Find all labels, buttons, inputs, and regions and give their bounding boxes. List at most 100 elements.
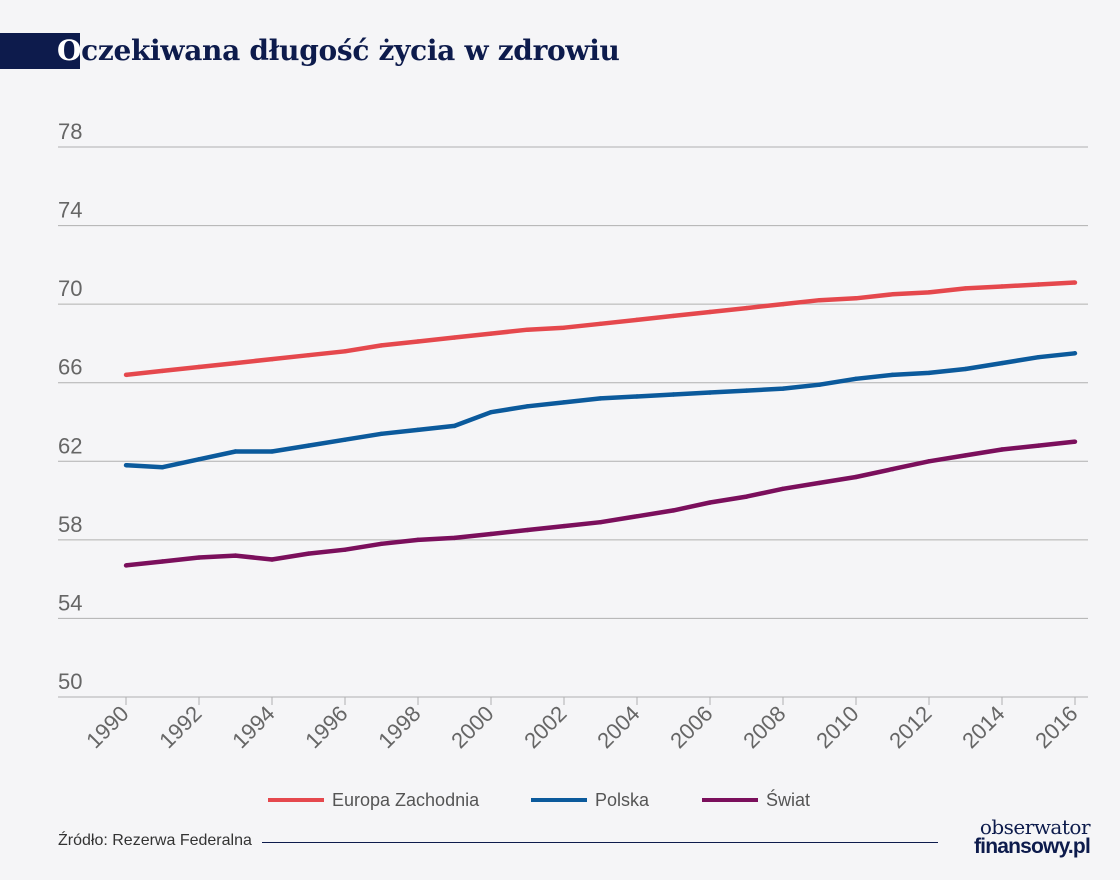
- data-point-polska-2011: [890, 372, 895, 378]
- data-point--wiat-1995: [306, 551, 311, 556]
- y-tick-label-54: 54: [58, 590, 82, 615]
- data-point--wiat-2004: [634, 514, 640, 519]
- data-point--wiat-2001: [525, 527, 530, 533]
- title-first-letter: O: [57, 34, 82, 67]
- data-point-polska-2013: [963, 366, 968, 372]
- legend-label-polska: Polska: [595, 789, 650, 810]
- data-point-europa-zachodnia-2014: [999, 284, 1005, 289]
- data-point--wiat-1997: [379, 541, 384, 546]
- data-point--wiat-2006: [707, 500, 713, 505]
- data-point-europa-zachodnia-2004: [634, 317, 640, 323]
- legend-item-swiat: Świat: [702, 789, 810, 811]
- title-accent-bar: [0, 33, 80, 69]
- x-tick-label-2000: 2000: [446, 701, 498, 753]
- data-point-europa-zachodnia-2009: [817, 298, 822, 303]
- y-tick-label-74: 74: [58, 198, 82, 223]
- data-point--wiat-2015: [1036, 443, 1041, 448]
- x-tick-label-2004: 2004: [592, 701, 644, 753]
- data-point-europa-zachodnia-1999: [452, 335, 457, 340]
- x-tick-label-2016: 2016: [1030, 701, 1082, 753]
- legend-item-europa: Europa Zachodnia: [268, 789, 479, 811]
- data-point-polska-1996: [342, 437, 348, 442]
- source-divider: [262, 842, 938, 843]
- data-point-polska-1992: [196, 457, 202, 462]
- data-point-polska-1990: [123, 463, 129, 468]
- data-point-polska-1995: [306, 443, 311, 448]
- legend-label-europa: Europa Zachodnia: [332, 789, 480, 810]
- data-point-europa-zachodnia-2011: [890, 292, 895, 297]
- data-point--wiat-2012: [926, 459, 932, 464]
- data-point-polska-2005: [671, 392, 676, 397]
- x-tick-label-1998: 1998: [373, 701, 425, 753]
- data-point-europa-zachodnia-2008: [780, 301, 786, 307]
- data-point--wiat-2010: [853, 474, 859, 480]
- y-tick-label-50: 50: [58, 669, 82, 694]
- data-point-polska-1998: [415, 427, 421, 433]
- data-point-polska-1994: [269, 449, 275, 454]
- title-text: czekiwana długość życia w zdrowiu: [81, 34, 620, 67]
- y-tick-label-70: 70: [58, 276, 82, 301]
- data-point-polska-2009: [817, 382, 822, 387]
- data-point-europa-zachodnia-2003: [598, 321, 603, 326]
- y-tick-label-66: 66: [58, 355, 82, 380]
- publisher-logo: obserwator finansowy.pl: [950, 815, 1091, 858]
- logo-line-1: obserwator: [979, 815, 1091, 839]
- data-point-europa-zachodnia-1994: [269, 356, 275, 362]
- data-point-europa-zachodnia-1991: [160, 368, 165, 374]
- data-point-polska-1991: [160, 464, 165, 470]
- data-point--wiat-1998: [415, 537, 421, 543]
- data-point-europa-zachodnia-1995: [306, 353, 311, 358]
- x-tick-label-2006: 2006: [665, 701, 717, 753]
- x-tick-label-1994: 1994: [227, 701, 279, 753]
- data-point--wiat-2005: [671, 508, 676, 513]
- x-tick-label-1992: 1992: [154, 701, 206, 753]
- data-point-europa-zachodnia-1997: [379, 343, 384, 348]
- data-point-europa-zachodnia-2015: [1036, 282, 1041, 287]
- x-tick-label-2002: 2002: [519, 701, 571, 753]
- data-point--wiat-2014: [999, 447, 1005, 452]
- data-point--wiat-2003: [598, 519, 603, 525]
- data-point--wiat-2016: [1072, 439, 1078, 444]
- x-tick-label-2014: 2014: [957, 701, 1009, 753]
- x-tick-label-2008: 2008: [738, 701, 790, 753]
- data-point-europa-zachodnia-2013: [963, 286, 968, 291]
- logo-line-2: finansowy.pl: [973, 835, 1091, 858]
- data-point-europa-zachodnia-1990: [123, 372, 129, 378]
- data-point-polska-2010: [853, 376, 859, 381]
- data-point-europa-zachodnia-2000: [488, 331, 494, 336]
- y-tick-label-78: 78: [58, 119, 82, 144]
- data-point--wiat-2008: [780, 486, 786, 491]
- data-point-europa-zachodnia-1996: [342, 349, 348, 354]
- data-point-polska-1993: [233, 449, 238, 454]
- series-line--wiat: [125, 439, 1076, 568]
- data-point-polska-2003: [598, 396, 603, 401]
- data-point--wiat-1990: [123, 563, 129, 568]
- data-point-polska-2012: [926, 370, 932, 376]
- data-point-polska-1997: [379, 431, 384, 436]
- data-point--wiat-1991: [160, 559, 165, 564]
- x-tick-label-2012: 2012: [884, 701, 936, 753]
- data-point-europa-zachodnia-2010: [853, 296, 859, 301]
- data-point-polska-2016: [1072, 351, 1078, 356]
- source-note: Źródło: Rezerwa Federalna: [58, 832, 252, 849]
- data-point--wiat-2013: [963, 453, 968, 458]
- data-point--wiat-2009: [817, 480, 822, 486]
- data-point-polska-2004: [634, 394, 640, 399]
- data-point--wiat-1992: [196, 555, 202, 560]
- series-line-europa-zachodnia: [125, 280, 1076, 378]
- data-point--wiat-1993: [233, 553, 238, 558]
- data-point--wiat-1999: [452, 535, 457, 541]
- data-point-europa-zachodnia-2002: [561, 325, 567, 330]
- data-point-polska-2008: [780, 386, 786, 391]
- page-title: Oczekiwana długość życia w zdrowiu: [57, 34, 620, 67]
- data-point-polska-1999: [452, 423, 457, 429]
- data-point-polska-2000: [488, 409, 494, 415]
- data-point-europa-zachodnia-1998: [415, 339, 421, 344]
- legend-item-polska: Polska: [531, 789, 649, 811]
- data-point-europa-zachodnia-2005: [671, 313, 676, 319]
- data-point-polska-2015: [1036, 354, 1041, 360]
- data-point-europa-zachodnia-2007: [744, 305, 749, 311]
- data-point-polska-2007: [744, 388, 749, 393]
- series-line-polska: [125, 351, 1076, 470]
